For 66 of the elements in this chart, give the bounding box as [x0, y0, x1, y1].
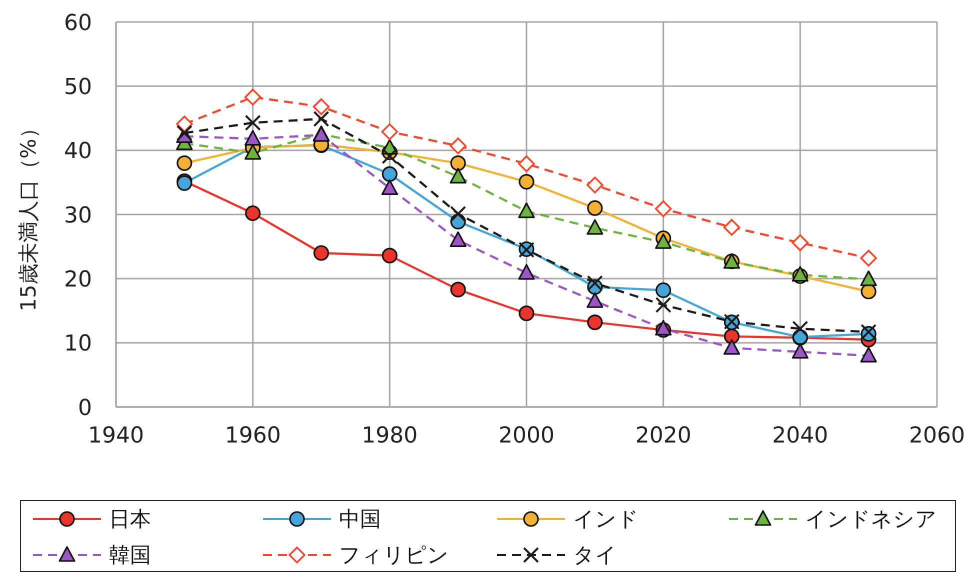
- x-tick-label: 2000: [498, 424, 554, 449]
- point: [860, 250, 877, 267]
- y-axis-title: 15歳未満人口（%）: [16, 118, 40, 312]
- y-tick-label: 10: [64, 332, 92, 357]
- point: [655, 296, 672, 313]
- point: [382, 248, 398, 264]
- point: [654, 200, 672, 218]
- x-tick-label: 2020: [635, 424, 692, 449]
- point: [450, 168, 466, 184]
- point: [518, 306, 534, 322]
- point: [244, 144, 262, 160]
- x-tick-label: 1980: [362, 424, 418, 449]
- point: [450, 206, 466, 222]
- point: [655, 233, 672, 249]
- legend-label: 中国: [339, 506, 381, 533]
- point: [792, 343, 808, 359]
- point: [586, 219, 604, 235]
- point: [176, 116, 193, 132]
- legend-label: インド: [573, 506, 639, 533]
- point: [792, 320, 808, 337]
- point: [450, 155, 466, 171]
- y-tick-label: 50: [64, 74, 92, 100]
- point: [656, 282, 672, 298]
- legend-label: 韓国: [109, 542, 151, 569]
- legend-label: インドネシア: [805, 506, 937, 533]
- y-tick-label: 60: [64, 10, 92, 36]
- y-tick-label: 0: [78, 396, 92, 421]
- point: [381, 179, 398, 195]
- point: [860, 270, 877, 286]
- point: [313, 110, 330, 127]
- legend-label: 日本: [109, 506, 151, 533]
- x-tick-label: 1960: [224, 424, 281, 449]
- point: [244, 130, 262, 146]
- point: [792, 234, 809, 252]
- x-tick-label: 2060: [909, 424, 965, 449]
- y-tick-label: 40: [64, 139, 92, 164]
- x-tick-label: 1940: [88, 424, 144, 449]
- point: [587, 314, 603, 330]
- point: [450, 137, 466, 154]
- point: [518, 264, 535, 280]
- point: [381, 123, 398, 140]
- legend-label: タイ: [573, 542, 617, 569]
- point: [244, 88, 262, 106]
- legend-label: フィリピン: [339, 542, 449, 569]
- point: [586, 275, 603, 292]
- y-tick-label: 30: [64, 203, 92, 228]
- point: [586, 292, 604, 308]
- point: [382, 148, 398, 164]
- y-tick-label: 20: [64, 267, 92, 292]
- point: [586, 176, 604, 194]
- point: [723, 339, 740, 355]
- point: [518, 174, 534, 190]
- x-tick-label: 2040: [772, 424, 828, 449]
- point: [176, 155, 192, 171]
- point: [587, 200, 603, 216]
- point: [518, 155, 535, 172]
- point: [450, 231, 466, 247]
- point: [860, 346, 877, 362]
- point: [518, 202, 535, 218]
- point: [382, 166, 398, 182]
- point: [313, 245, 330, 261]
- point: [245, 205, 261, 222]
- point: [244, 114, 261, 131]
- point: [312, 98, 330, 116]
- point: [450, 282, 466, 298]
- point: [723, 218, 740, 236]
